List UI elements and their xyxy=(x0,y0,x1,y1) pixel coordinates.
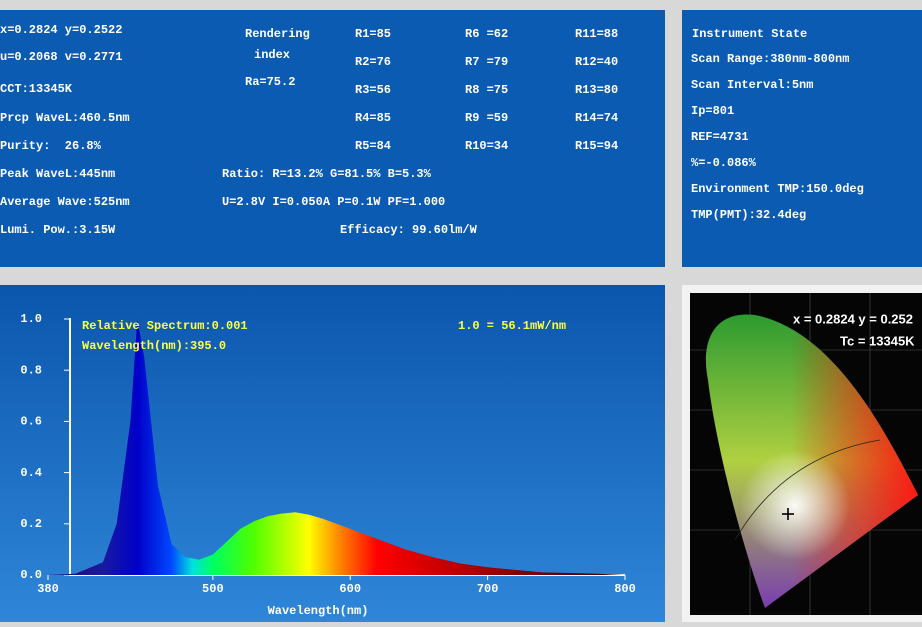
r-value: R10=34 xyxy=(465,139,508,153)
y-tick-label: 0.0 xyxy=(20,568,42,582)
cie-point xyxy=(782,508,794,520)
instrument-text: Scan Interval:5nm xyxy=(691,78,813,92)
instrument-text: REF=4731 xyxy=(691,130,749,144)
r-value: R5=84 xyxy=(355,139,391,153)
y-tick-label: 1.0 xyxy=(20,312,42,326)
r-value: R9 =59 xyxy=(465,111,508,125)
r-value: R12=40 xyxy=(575,55,618,69)
r-value: R11=88 xyxy=(575,27,618,41)
param-text: x=0.2824 y=0.2522 xyxy=(0,23,122,37)
params-panel xyxy=(0,10,665,267)
param-text: Average Wave:525nm xyxy=(0,195,130,209)
r-value: R1=85 xyxy=(355,27,391,41)
y-tick-label: 0.2 xyxy=(20,517,42,531)
annotation: 1.0 = 56.1mW/nm xyxy=(458,319,566,333)
r-value: R2=76 xyxy=(355,55,391,69)
y-tick-label: 0.8 xyxy=(20,363,42,377)
param-text: Purity: 26.8% xyxy=(0,139,102,153)
ratio-text: Ratio: R=13.2% G=81.5% B=5.3% xyxy=(222,167,432,181)
r-value: R7 =79 xyxy=(465,55,508,69)
y-tick-label: 0.6 xyxy=(20,415,42,429)
r-value: R8 =75 xyxy=(465,83,508,97)
r-value: R15=94 xyxy=(575,139,618,153)
param-text: u=0.2068 v=0.2771 xyxy=(0,50,122,64)
annotation: Wavelength(nm):395.0 xyxy=(82,339,226,353)
spectrum-area xyxy=(48,319,625,575)
x-tick-label: 500 xyxy=(202,582,224,596)
rendering-label: index xyxy=(254,48,290,62)
cie-panel xyxy=(682,285,922,622)
instrument-text: Scan Range:380nm-800nm xyxy=(691,52,849,66)
cie-coords: x = 0.2824 y = 0.252 xyxy=(793,311,913,326)
x-tick-label: 600 xyxy=(339,582,361,596)
param-text: Lumi. Pow.:3.15W xyxy=(0,223,116,237)
r-value: R3=56 xyxy=(355,83,391,97)
instrument-text: Ip=801 xyxy=(691,104,734,118)
instrument-text: TMP(PMT):32.4deg xyxy=(691,208,806,222)
cie-white-region xyxy=(705,314,918,608)
param-text: CCT:13345K xyxy=(0,82,73,96)
r-value: R14=74 xyxy=(575,111,618,125)
r-value: R6 =62 xyxy=(465,27,508,41)
electric-text: U=2.8V I=0.050A P=0.1W PF=1.000 xyxy=(222,195,445,209)
x-axis-label: Wavelength(nm) xyxy=(268,604,369,618)
x-tick-label: 380 xyxy=(37,582,59,596)
ra-value: Ra=75.2 xyxy=(245,75,295,89)
instrument-panel xyxy=(682,10,922,267)
param-text: Peak WaveL:445nm xyxy=(0,167,115,181)
annotation: Relative Spectrum:0.001 xyxy=(82,319,248,333)
efficacy-text: Efficacy: 99.60lm/W xyxy=(340,223,478,237)
x-tick-label: 800 xyxy=(614,582,636,596)
planckian-locus xyxy=(734,439,881,541)
r-value: R13=80 xyxy=(575,83,618,97)
instrument-text: Environment TMP:150.0deg xyxy=(691,182,864,196)
x-tick-label: 700 xyxy=(477,582,499,596)
cie-tc: Tc = 13345K xyxy=(840,333,915,348)
rendering-label: Rendering xyxy=(245,27,310,41)
instrument-title: Instrument State xyxy=(692,27,807,41)
instrument-text: %=-0.086% xyxy=(691,156,757,170)
y-tick-label: 0.4 xyxy=(20,466,42,480)
r-value: R4=85 xyxy=(355,111,391,125)
param-text: Prcp WaveL:460.5nm xyxy=(0,111,130,125)
